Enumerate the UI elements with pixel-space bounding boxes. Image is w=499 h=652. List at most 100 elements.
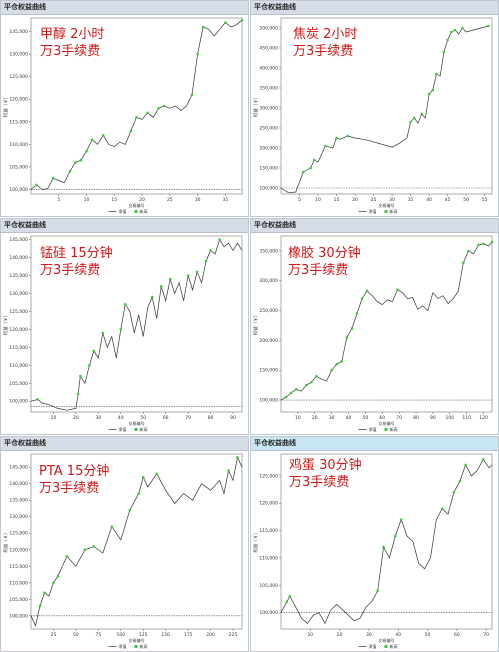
y-tick-label: 135,000 <box>9 273 28 279</box>
new-high-point <box>119 328 123 331</box>
new-high-point <box>101 331 105 335</box>
new-high-point <box>285 600 289 603</box>
panel-title-bar: 平仓权益曲线 <box>1 437 248 451</box>
x-axis-label: 交易编号 <box>129 420 145 426</box>
legend-high-label: 新高 <box>390 208 398 214</box>
x-tick-label: 40 <box>346 415 352 421</box>
y-tick-label: 115,000 <box>9 345 28 351</box>
y-tick-label: 120,000 <box>259 501 278 507</box>
legend-high-label: 新高 <box>140 208 148 214</box>
chart-annotation: 锰硅 15分钟 万3手续费 <box>40 245 113 279</box>
new-high-point <box>294 388 298 391</box>
x-tick-label: 60 <box>454 632 460 638</box>
new-high-point <box>236 456 239 459</box>
y-tick-label: 145,000 <box>9 237 28 243</box>
x-tick-label: 55 <box>482 197 488 203</box>
new-high-point <box>76 392 80 396</box>
x-tick-label: 60 <box>379 415 385 421</box>
new-high-point <box>490 240 494 244</box>
x-tick-label: 50 <box>140 415 146 421</box>
new-high-point <box>35 183 38 187</box>
x-tick-label: 45 <box>445 197 451 203</box>
y-tick-label: 100,000 <box>259 186 278 192</box>
x-tick-label: 60 <box>163 415 169 421</box>
x-tick-label: 40 <box>118 415 124 421</box>
x-tick-label: 15 <box>111 197 117 203</box>
annotation-line-1: 锰硅 15分钟 <box>40 246 113 261</box>
new-high-point <box>201 25 205 29</box>
new-high-point <box>79 374 82 378</box>
new-high-point <box>141 475 145 479</box>
plot-area <box>280 17 493 195</box>
x-tick-label: 5 <box>298 197 301 203</box>
x-tick-label: 35 <box>222 197 228 203</box>
equity-chart-5: 100,000 105,000 110,000 115,000 120,000 125,0… <box>2 453 243 649</box>
x-tick-label: 70 <box>396 415 402 421</box>
legend-high-label: 新高 <box>140 643 148 649</box>
annotation-line-2: 万3手续费 <box>40 263 101 278</box>
new-high-point <box>186 274 190 277</box>
y-tick-label: 350,000 <box>259 86 278 92</box>
x-tick-label: 225 <box>229 632 238 638</box>
new-high-point <box>482 242 485 246</box>
y-tick-label: 125,000 <box>259 473 278 479</box>
new-high-point <box>350 327 354 330</box>
new-high-point <box>355 312 359 315</box>
legend-net-label: 净值 <box>369 208 377 214</box>
new-high-point <box>431 88 435 92</box>
new-high-point <box>442 50 446 54</box>
y-tick-label: 130,000 <box>9 291 28 297</box>
new-high-point <box>128 508 132 512</box>
new-high-point <box>376 589 380 593</box>
x-tick-label: 10 <box>315 197 321 203</box>
panel-title-bar: 平仓权益曲线 <box>251 219 498 233</box>
chart-annotation: 甲醇 2小时 万3手续费 <box>40 26 104 60</box>
x-tick-label: 25 <box>167 197 173 203</box>
annotation-line-2: 万3手续费 <box>288 263 349 278</box>
x-tick-label: 20 <box>337 632 343 638</box>
new-high-point <box>157 106 161 110</box>
new-high-point <box>101 134 105 137</box>
y-tick-label: 115,000 <box>259 528 278 534</box>
x-tick-label: 30 <box>95 415 101 421</box>
x-tick-label: 90 <box>430 415 436 421</box>
new-high-point <box>335 136 338 140</box>
new-high-point <box>313 158 316 162</box>
legend-high-label: 新高 <box>390 426 398 432</box>
y-tick-label: 110,000 <box>259 555 278 561</box>
x-tick-label: 15 <box>334 197 340 203</box>
new-high-point <box>92 349 96 353</box>
new-high-point <box>486 24 490 28</box>
x-tick-label: 80 <box>413 415 419 421</box>
y-tick-label: 115,000 <box>9 564 28 570</box>
new-high-point <box>399 518 403 521</box>
chart-annotation: 鸡蛋 30分钟 万3手续费 <box>289 457 362 491</box>
y-tick-label: 140,000 <box>9 481 28 487</box>
y-tick-label: 110,000 <box>9 580 28 586</box>
legend-net-label: 净值 <box>369 426 377 432</box>
new-high-point <box>284 395 288 399</box>
new-high-point <box>330 368 333 372</box>
legend-high-swatch <box>134 210 138 213</box>
x-axis-label: 交易编号 <box>129 202 145 208</box>
y-tick-label: 135,000 <box>9 29 28 35</box>
new-high-point <box>51 176 55 180</box>
legend-high-swatch <box>384 210 388 213</box>
new-high-point <box>92 545 96 548</box>
y-tick-label: 100,000 <box>259 610 278 616</box>
equity-chart-6: 100,000 105,000 110,000 115,000 120,000 125,0… <box>252 453 493 649</box>
new-high-point <box>137 492 141 495</box>
new-high-point <box>301 170 305 174</box>
new-high-point <box>409 120 412 124</box>
equity-line <box>30 238 243 411</box>
chart-annotation: PTA 15分钟 万3手续费 <box>39 463 109 497</box>
y-axis-label: 权益（￥） <box>252 95 259 118</box>
legend-high-swatch <box>384 428 388 431</box>
new-high-point <box>461 26 464 30</box>
new-high-point <box>224 21 227 24</box>
x-tick-label: 125 <box>139 632 148 638</box>
new-high-point <box>168 277 172 281</box>
x-tick-label: 20 <box>312 415 318 421</box>
new-high-point <box>218 238 221 241</box>
y-tick-label: 250,000 <box>259 308 278 314</box>
